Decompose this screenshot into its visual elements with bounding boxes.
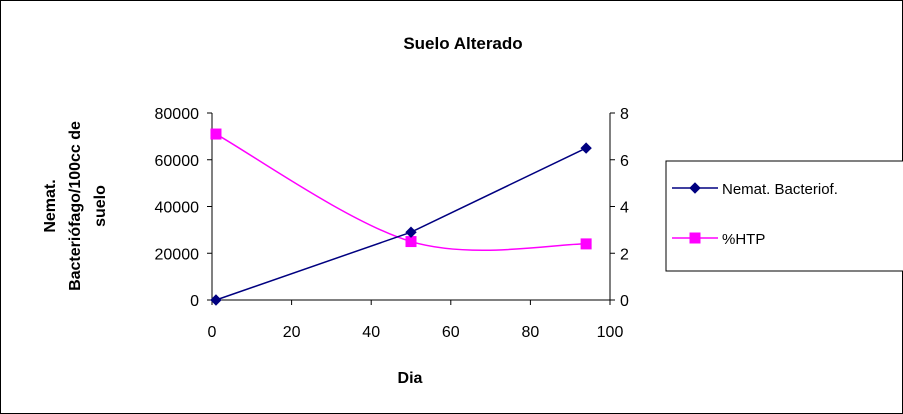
data-point-marker: [210, 294, 222, 306]
x-tick-label: 40: [362, 324, 380, 341]
y-axis-label: Nemat. Bacteriófago/100cc de suelo: [42, 121, 109, 291]
y2-tick-label: 0: [620, 293, 629, 310]
data-point-marker: [210, 128, 222, 140]
x-tick-label: 0: [208, 324, 217, 341]
x-tick-label: 20: [283, 324, 301, 341]
tick-labels: 0 20 40 60 80 100 0 20000 40000 60000 80000 0 2 4 6 8: [155, 106, 630, 341]
y2-tick-label: 4: [620, 200, 629, 217]
data-point-marker: [405, 226, 417, 238]
y-tick-label: 40000: [155, 200, 200, 217]
y-axis-label-line: Nemat.: [42, 179, 59, 232]
legend-item: %HTP: [672, 231, 765, 248]
legend-label: %HTP: [722, 231, 765, 248]
data-point-marker: [580, 142, 592, 154]
legend: Nemat. Bacteriof. %HTP: [665, 160, 903, 272]
legend-swatch-marker: [689, 232, 701, 244]
x-tick-label: 80: [522, 324, 540, 341]
x-axis-label: Dia: [398, 370, 423, 387]
y-tick-label: 0: [190, 293, 199, 310]
legend-item: Nemat. Bacteriof.: [672, 181, 838, 198]
y-tick-label: 60000: [155, 153, 200, 170]
x-tick-label: 100: [597, 324, 624, 341]
chart-title: Suelo Alterado: [403, 34, 522, 53]
x-tick-label: 60: [442, 324, 460, 341]
y2-tick-label: 6: [620, 153, 629, 170]
data-point-marker: [580, 238, 592, 250]
y-tick-label: 80000: [155, 106, 200, 123]
legend-label: Nemat. Bacteriof.: [722, 181, 838, 198]
series-layer: [210, 128, 592, 306]
y2-tick-label: 8: [620, 106, 629, 123]
y-axis-label-line: suelo: [92, 185, 109, 227]
y2-tick-label: 2: [620, 246, 629, 263]
data-point-marker: [405, 236, 417, 248]
legend-box: [665, 160, 903, 272]
legend-swatch-marker: [689, 182, 701, 194]
y-tick-label: 20000: [155, 246, 200, 263]
y-axis-label-text: Nemat. Bacteriófago/100cc de suelo: [42, 121, 109, 291]
axes: [207, 112, 615, 305]
y-axis-label-line: Bacteriófago/100cc de: [67, 121, 84, 291]
series-0: [210, 142, 592, 306]
